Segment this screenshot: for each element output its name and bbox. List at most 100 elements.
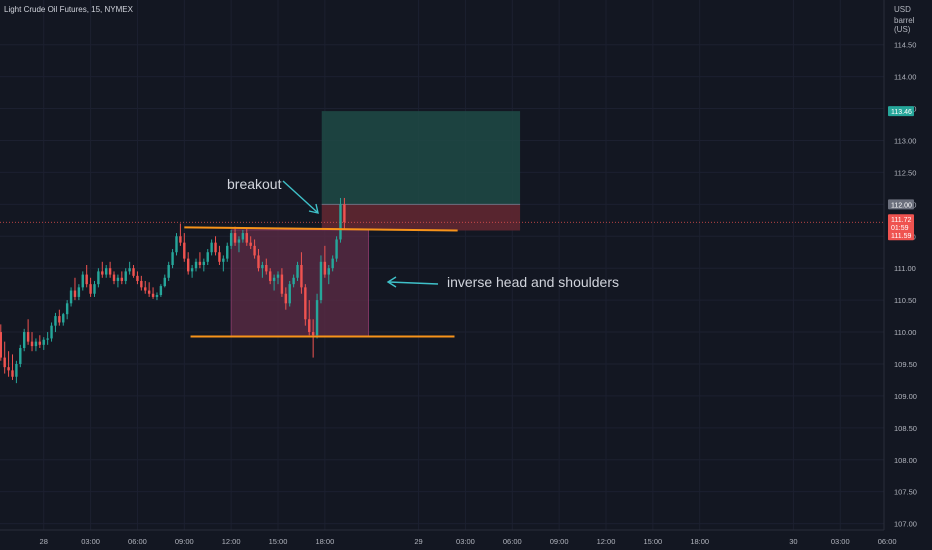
candle-body [179,236,182,243]
candle-body [311,332,315,336]
candle [144,280,147,294]
candle [34,338,38,352]
time-tick-label: 28 [40,537,48,546]
stop-zone [321,204,521,231]
neckline-trendline [184,226,458,232]
candle [124,268,127,285]
target-zone [321,111,521,205]
candle [183,233,186,262]
time-tick-label: 30 [789,537,797,546]
candle-body [30,341,34,347]
candle [73,277,77,301]
time-tick-label: 12:00 [222,537,241,546]
candle-body [272,277,276,281]
candle [319,255,323,304]
candle [292,274,295,288]
candle-body [308,319,311,333]
candle-body [147,290,151,294]
candle [97,268,100,288]
candle-body [292,277,295,285]
candle [237,236,241,253]
candle-body [202,261,206,265]
candle [175,233,178,256]
candle-body [11,370,14,377]
candle-body [327,268,330,275]
candle-body [136,275,139,281]
price-label-bg [888,106,914,117]
candle [296,261,299,281]
candle [11,354,14,380]
candle [19,344,22,368]
candle [222,255,225,272]
candle [304,284,307,326]
candle [331,255,334,272]
candle-body [315,300,319,336]
candle [323,245,327,278]
candle-body [237,239,241,243]
price-label-entry: 112.00 [888,199,914,210]
price-axis-bg [884,0,932,550]
candle-body [323,261,327,275]
pattern-arrowhead [386,276,397,288]
candle [0,324,2,361]
candle-body [300,265,303,288]
symbol-title[interactable]: Light Crude Oil Futures, 15, NYMEX [4,5,133,14]
candle-body [108,268,112,275]
candle-body [58,316,61,323]
candle [206,249,209,265]
candle [233,226,237,246]
candle [257,249,260,272]
candle-body [69,290,73,304]
candle [343,197,346,230]
breakout-arrow [282,180,318,213]
candle-body [132,268,135,276]
time-tick-label: 29 [414,537,422,546]
candle-body [214,242,217,253]
candle [30,332,34,352]
breakout-annotation[interactable]: breakout [227,176,282,192]
pattern-annotation[interactable]: inverse head and shoulders [447,274,620,290]
candle [7,351,10,377]
price-unit-measure: barrel (US) [894,16,915,34]
time-tick-label: 03:00 [81,537,100,546]
candle [339,197,342,243]
candle-body [175,236,178,253]
price-label-stop: 111.59 [888,230,914,241]
candle-body [22,332,26,349]
candle-body [38,341,42,345]
candle [167,261,170,281]
candle [54,312,57,333]
candle-body [93,284,96,294]
candle-body [288,284,291,304]
price-tick-label: 113.00 [894,136,916,145]
candle-body [116,277,120,281]
candle [155,292,159,301]
candle [253,239,256,259]
candle [159,284,163,297]
time-tick-label: 09:00 [175,537,194,546]
price-tick-label: 111.00 [894,264,916,273]
pattern-arrow [388,281,439,285]
price-tick-label: 114.00 [894,73,916,82]
candle-body [65,303,69,315]
candle [249,236,252,250]
candle [108,261,112,278]
candle [198,252,202,269]
candle [268,268,272,285]
price-tick-label: 109.50 [894,360,917,369]
candle-body [229,233,233,246]
candle [210,239,213,256]
candle [311,319,315,358]
candle [327,265,330,285]
candle [22,328,26,352]
time-tick-label: 06:00 [128,537,147,546]
candle [151,287,155,299]
candle-body [222,258,225,262]
time-tick-label: 15:00 [269,537,288,546]
candle [194,258,198,272]
candle-body [77,287,81,297]
candle-body [257,255,260,269]
price-tick-label: 107.00 [894,520,917,529]
candle-body [249,242,252,246]
